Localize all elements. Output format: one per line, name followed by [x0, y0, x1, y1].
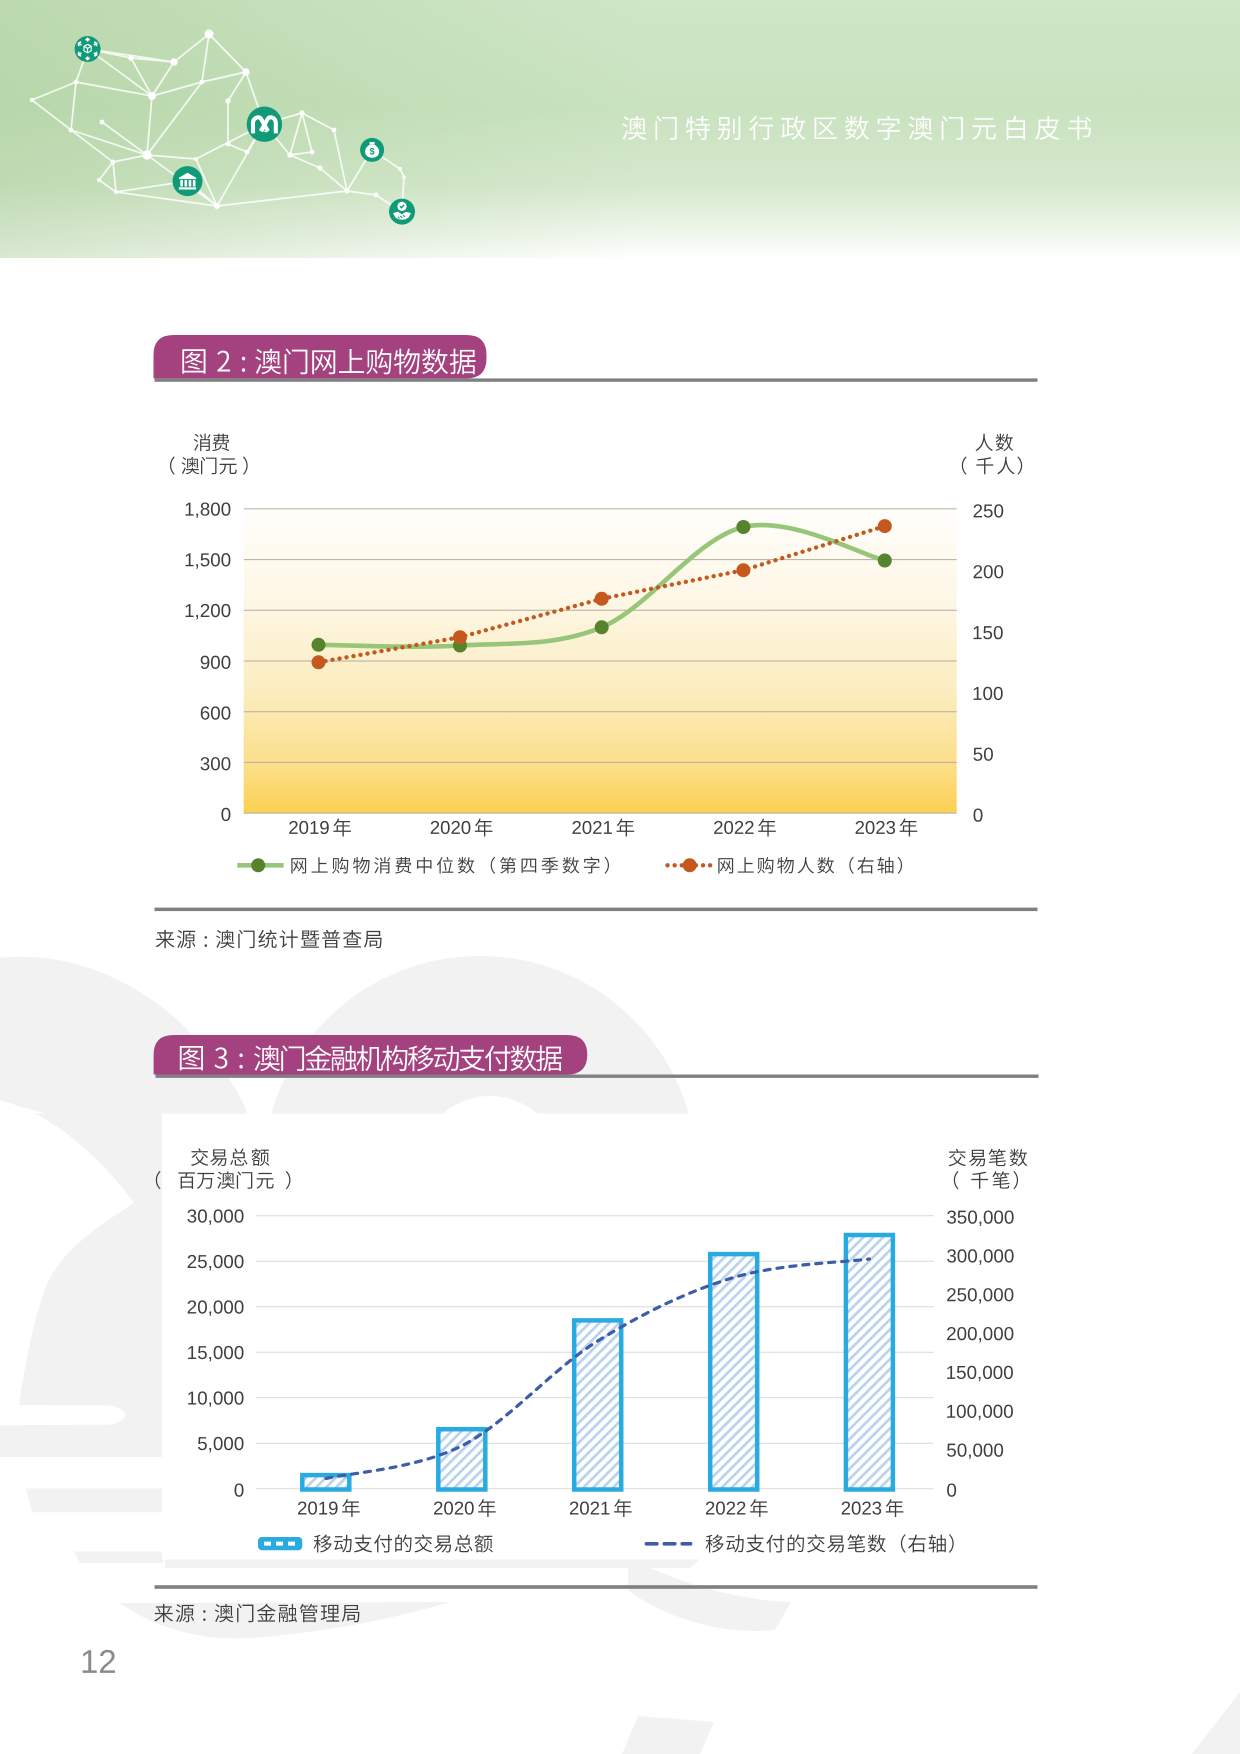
svg-text:$: $ [370, 147, 375, 157]
